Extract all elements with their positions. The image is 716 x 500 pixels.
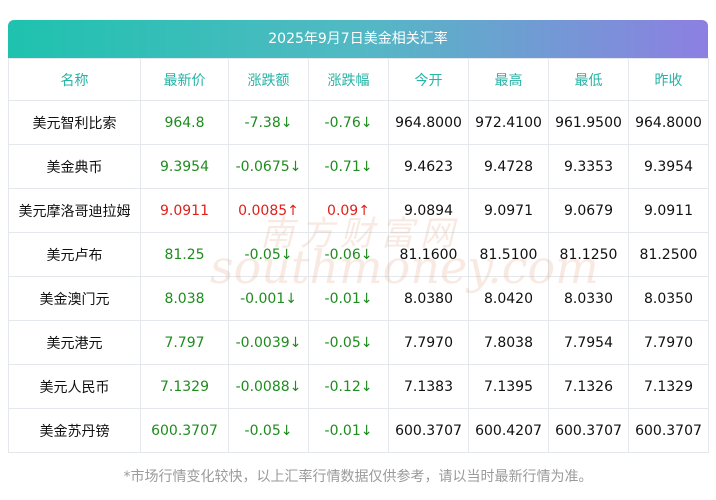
table-title: 2025年9月7日美金相关汇率 [8,20,708,58]
header-cell: 最高 [468,58,549,101]
value-cell: 7.7954 [548,320,629,365]
value-cell: 81.1250 [548,232,629,277]
value-cell: 9.3954 [628,144,709,189]
value-cell: 81.1600 [388,232,469,277]
value-cell: 9.0911 [628,188,709,233]
value-cell: -0.76↓ [308,100,389,145]
value-cell: 7.1395 [468,364,549,409]
value-cell: 972.4100 [468,100,549,145]
value-cell: 9.0894 [388,188,469,233]
rates-table: 名称 最新价 涨跌额 涨跌幅 今开 最高 最低 昨收 美元智利比索 964.8 -7.38↓ -0.… [8,58,709,453]
table-row: 美元卢布 81.25 -0.05↓ -0.06↓ 81.1600 81.5100 81.12… [8,232,709,277]
value-cell: 7.1383 [388,364,469,409]
value-cell: 964.8000 [388,100,469,145]
value-cell: -0.71↓ [308,144,389,189]
value-cell: -7.38↓ [228,100,309,145]
table-row: 美元摩洛哥迪拉姆 9.0911 0.0085↑ 0.09↑ 9.0894 9.0971 9.… [8,188,709,233]
value-cell: 7.1326 [548,364,629,409]
value-cell: 964.8000 [628,100,709,145]
name-cell: 美元智利比索 [8,100,141,145]
header-cell: 涨跌额 [228,58,309,101]
table-row: 美金苏丹镑 600.3707 -0.05↓ -0.01↓ 600.3707 600.420… [8,408,709,453]
footnote: *市场行情变化较快，以上汇率行情数据仅供参考，请以当时最新行情为准。 [123,469,593,485]
header-cell: 最新价 [140,58,229,101]
name-cell: 美金澳门元 [8,276,141,321]
name-cell: 美金苏丹镑 [8,408,141,453]
header-cell: 今开 [388,58,469,101]
value-cell: 7.797 [140,320,229,365]
value-cell: 81.25 [140,232,229,277]
table-row: 美元人民币 7.1329 -0.0088↓ -0.12↓ 7.1383 7.1395 7.1… [8,364,709,409]
value-cell: -0.01↓ [308,408,389,453]
value-cell: 600.4207 [468,408,549,453]
value-cell: 600.3707 [140,408,229,453]
value-cell: 8.0330 [548,276,629,321]
name-cell: 美金典币 [8,144,141,189]
header-cell: 涨跌幅 [308,58,389,101]
value-cell: -0.0039↓ [228,320,309,365]
value-cell: 9.3353 [548,144,629,189]
value-cell: 8.0350 [628,276,709,321]
value-cell: 7.1329 [140,364,229,409]
value-cell: 0.0085↑ [228,188,309,233]
value-cell: 8.038 [140,276,229,321]
value-cell: 964.8 [140,100,229,145]
value-cell: 9.0971 [468,188,549,233]
value-cell: -0.001↓ [228,276,309,321]
value-cell: 600.3707 [628,408,709,453]
value-cell: 9.0911 [140,188,229,233]
header-cell: 最低 [548,58,629,101]
value-cell: 600.3707 [548,408,629,453]
value-cell: 9.4728 [468,144,549,189]
value-cell: 8.0380 [388,276,469,321]
value-cell: 81.2500 [628,232,709,277]
table-row: 美金典币 9.3954 -0.0675↓ -0.71↓ 9.4623 9.4728 9.33… [8,144,709,189]
value-cell: 600.3707 [388,408,469,453]
value-cell: 9.3954 [140,144,229,189]
value-cell: 961.9500 [548,100,629,145]
value-cell: 7.7970 [628,320,709,365]
value-cell: -0.05↓ [308,320,389,365]
value-cell: -0.05↓ [228,232,309,277]
value-cell: 9.4623 [388,144,469,189]
value-cell: -0.0675↓ [228,144,309,189]
name-cell: 美元港元 [8,320,141,365]
value-cell: 9.0679 [548,188,629,233]
name-cell: 美元摩洛哥迪拉姆 [8,188,141,233]
header-cell: 昨收 [628,58,709,101]
value-cell: 81.5100 [468,232,549,277]
value-cell: -0.0088↓ [228,364,309,409]
value-cell: 0.09↑ [308,188,389,233]
table-row: 美金澳门元 8.038 -0.001↓ -0.01↓ 8.0380 8.0420 8.033… [8,276,709,321]
header-row: 名称 最新价 涨跌额 涨跌幅 今开 最高 最低 昨收 [8,58,709,101]
value-cell: -0.01↓ [308,276,389,321]
name-cell: 美元人民币 [8,364,141,409]
value-cell: 8.0420 [468,276,549,321]
table-row: 美元港元 7.797 -0.0039↓ -0.05↓ 7.7970 7.8038 7.795… [8,320,709,365]
value-cell: -0.12↓ [308,364,389,409]
header-cell: 名称 [8,58,141,101]
value-cell: -0.06↓ [308,232,389,277]
table-row: 美元智利比索 964.8 -7.38↓ -0.76↓ 964.8000 972.4100 9… [8,100,709,145]
value-cell: 7.7970 [388,320,469,365]
name-cell: 美元卢布 [8,232,141,277]
value-cell: 7.1329 [628,364,709,409]
value-cell: -0.05↓ [228,408,309,453]
value-cell: 7.8038 [468,320,549,365]
